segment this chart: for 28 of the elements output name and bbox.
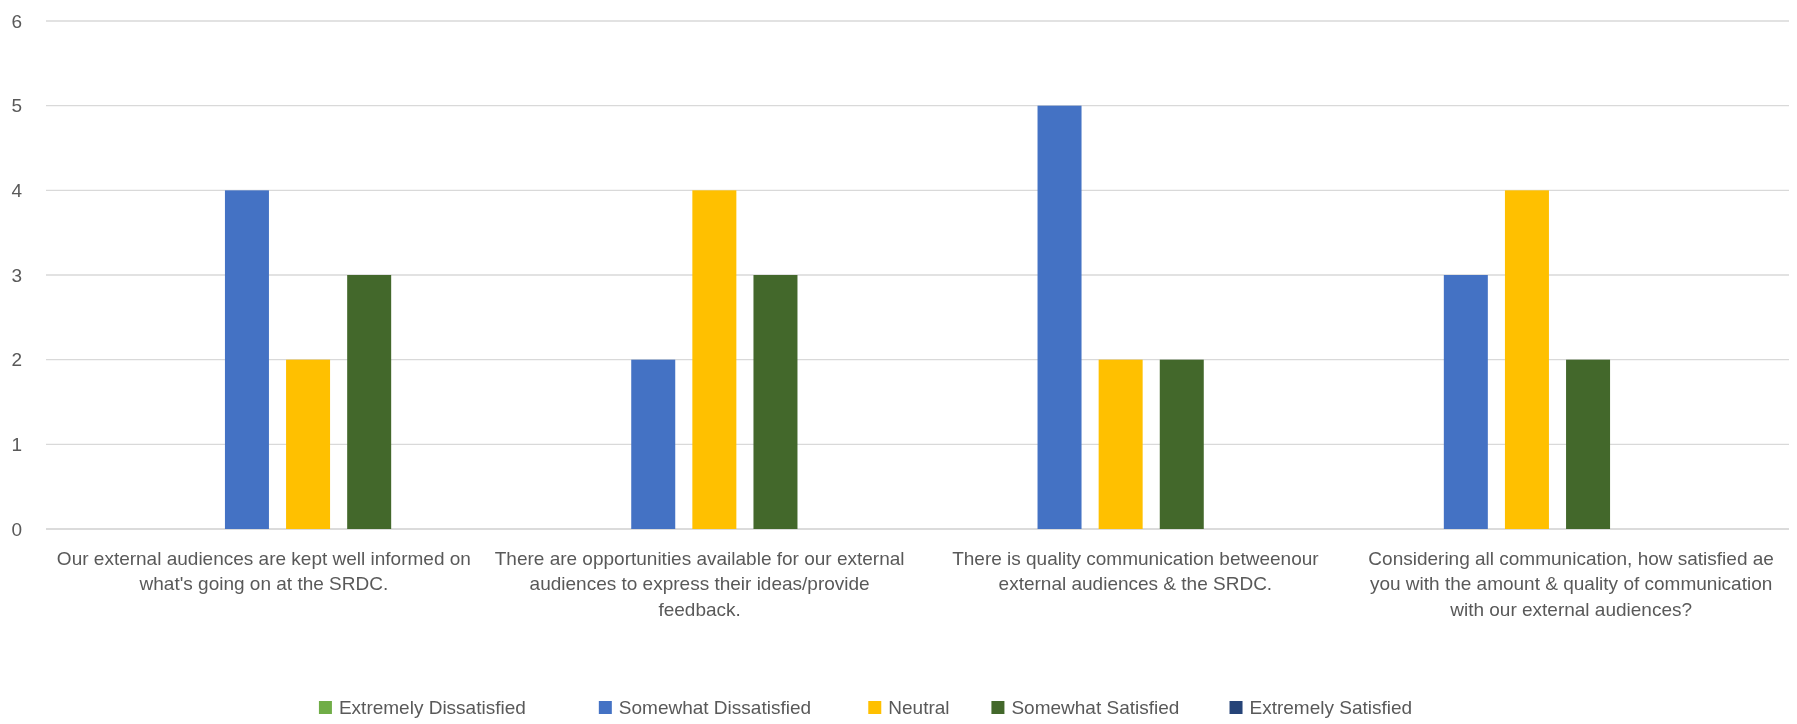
bar xyxy=(631,359,676,529)
bar xyxy=(1037,105,1082,529)
y-tick-label: 2 xyxy=(11,349,22,371)
bar xyxy=(1098,359,1143,529)
bar xyxy=(347,275,392,529)
y-tick-label: 6 xyxy=(11,10,22,32)
bar xyxy=(692,190,737,529)
y-tick-label: 0 xyxy=(11,518,22,540)
x-tick-label: Considering all communication, how satisfied ae you with the amount & quality of communication with our external audiences? xyxy=(1368,548,1774,620)
bar xyxy=(1566,359,1611,529)
bar xyxy=(286,359,331,529)
bar xyxy=(1159,359,1204,529)
legend-label: Extremely Satisfied xyxy=(1249,697,1413,718)
legend-label: Neutral xyxy=(888,697,950,718)
legend-label: Extremely Dissatisfied xyxy=(338,697,526,718)
x-tick-label: There is quality communication betweenour external audiences & the SRDC. xyxy=(952,548,1320,595)
y-tick-label: 5 xyxy=(11,95,22,117)
x-tick-label: Our external audiences are kept well informed on what's going on at the SRDC. xyxy=(56,548,471,595)
x-tick-label: There are opportunities available for our external audiences to express their ideas/provide feedback. xyxy=(494,548,905,620)
bar xyxy=(1504,190,1549,529)
y-tick-label: 4 xyxy=(11,179,23,201)
y-tick-label: 1 xyxy=(11,433,22,455)
legend-label: Somewhat Satisfied xyxy=(1011,697,1180,718)
bar xyxy=(224,190,269,529)
y-tick-label: 3 xyxy=(11,264,22,286)
legend-label: Somewhat Dissatisfied xyxy=(618,697,812,718)
bar xyxy=(753,275,798,529)
bar xyxy=(1443,275,1488,529)
